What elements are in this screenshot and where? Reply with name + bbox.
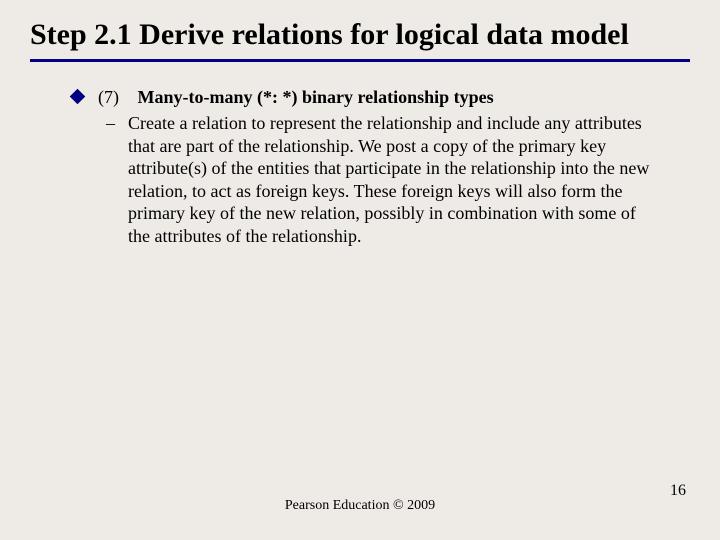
page-number: 16: [670, 482, 686, 500]
bullet-level1: (7) Many-to-many (*: *) binary relations…: [98, 86, 660, 109]
item-heading: Many-to-many (*: *) binary relationship …: [138, 87, 494, 107]
bullet-level2: – Create a relation to represent the rel…: [98, 112, 660, 247]
item-body: Create a relation to represent the relat…: [128, 113, 649, 246]
item-number: (7): [98, 86, 119, 109]
title-underline: [30, 59, 690, 62]
slide-body: (7) Many-to-many (*: *) binary relations…: [30, 86, 690, 248]
dash-bullet-icon: –: [106, 112, 115, 135]
diamond-bullet-icon: [70, 88, 86, 104]
slide-title: Step 2.1 Derive relations for logical da…: [30, 18, 690, 53]
footer-copyright: Pearson Education © 2009: [0, 498, 720, 514]
slide: Step 2.1 Derive relations for logical da…: [0, 0, 720, 540]
